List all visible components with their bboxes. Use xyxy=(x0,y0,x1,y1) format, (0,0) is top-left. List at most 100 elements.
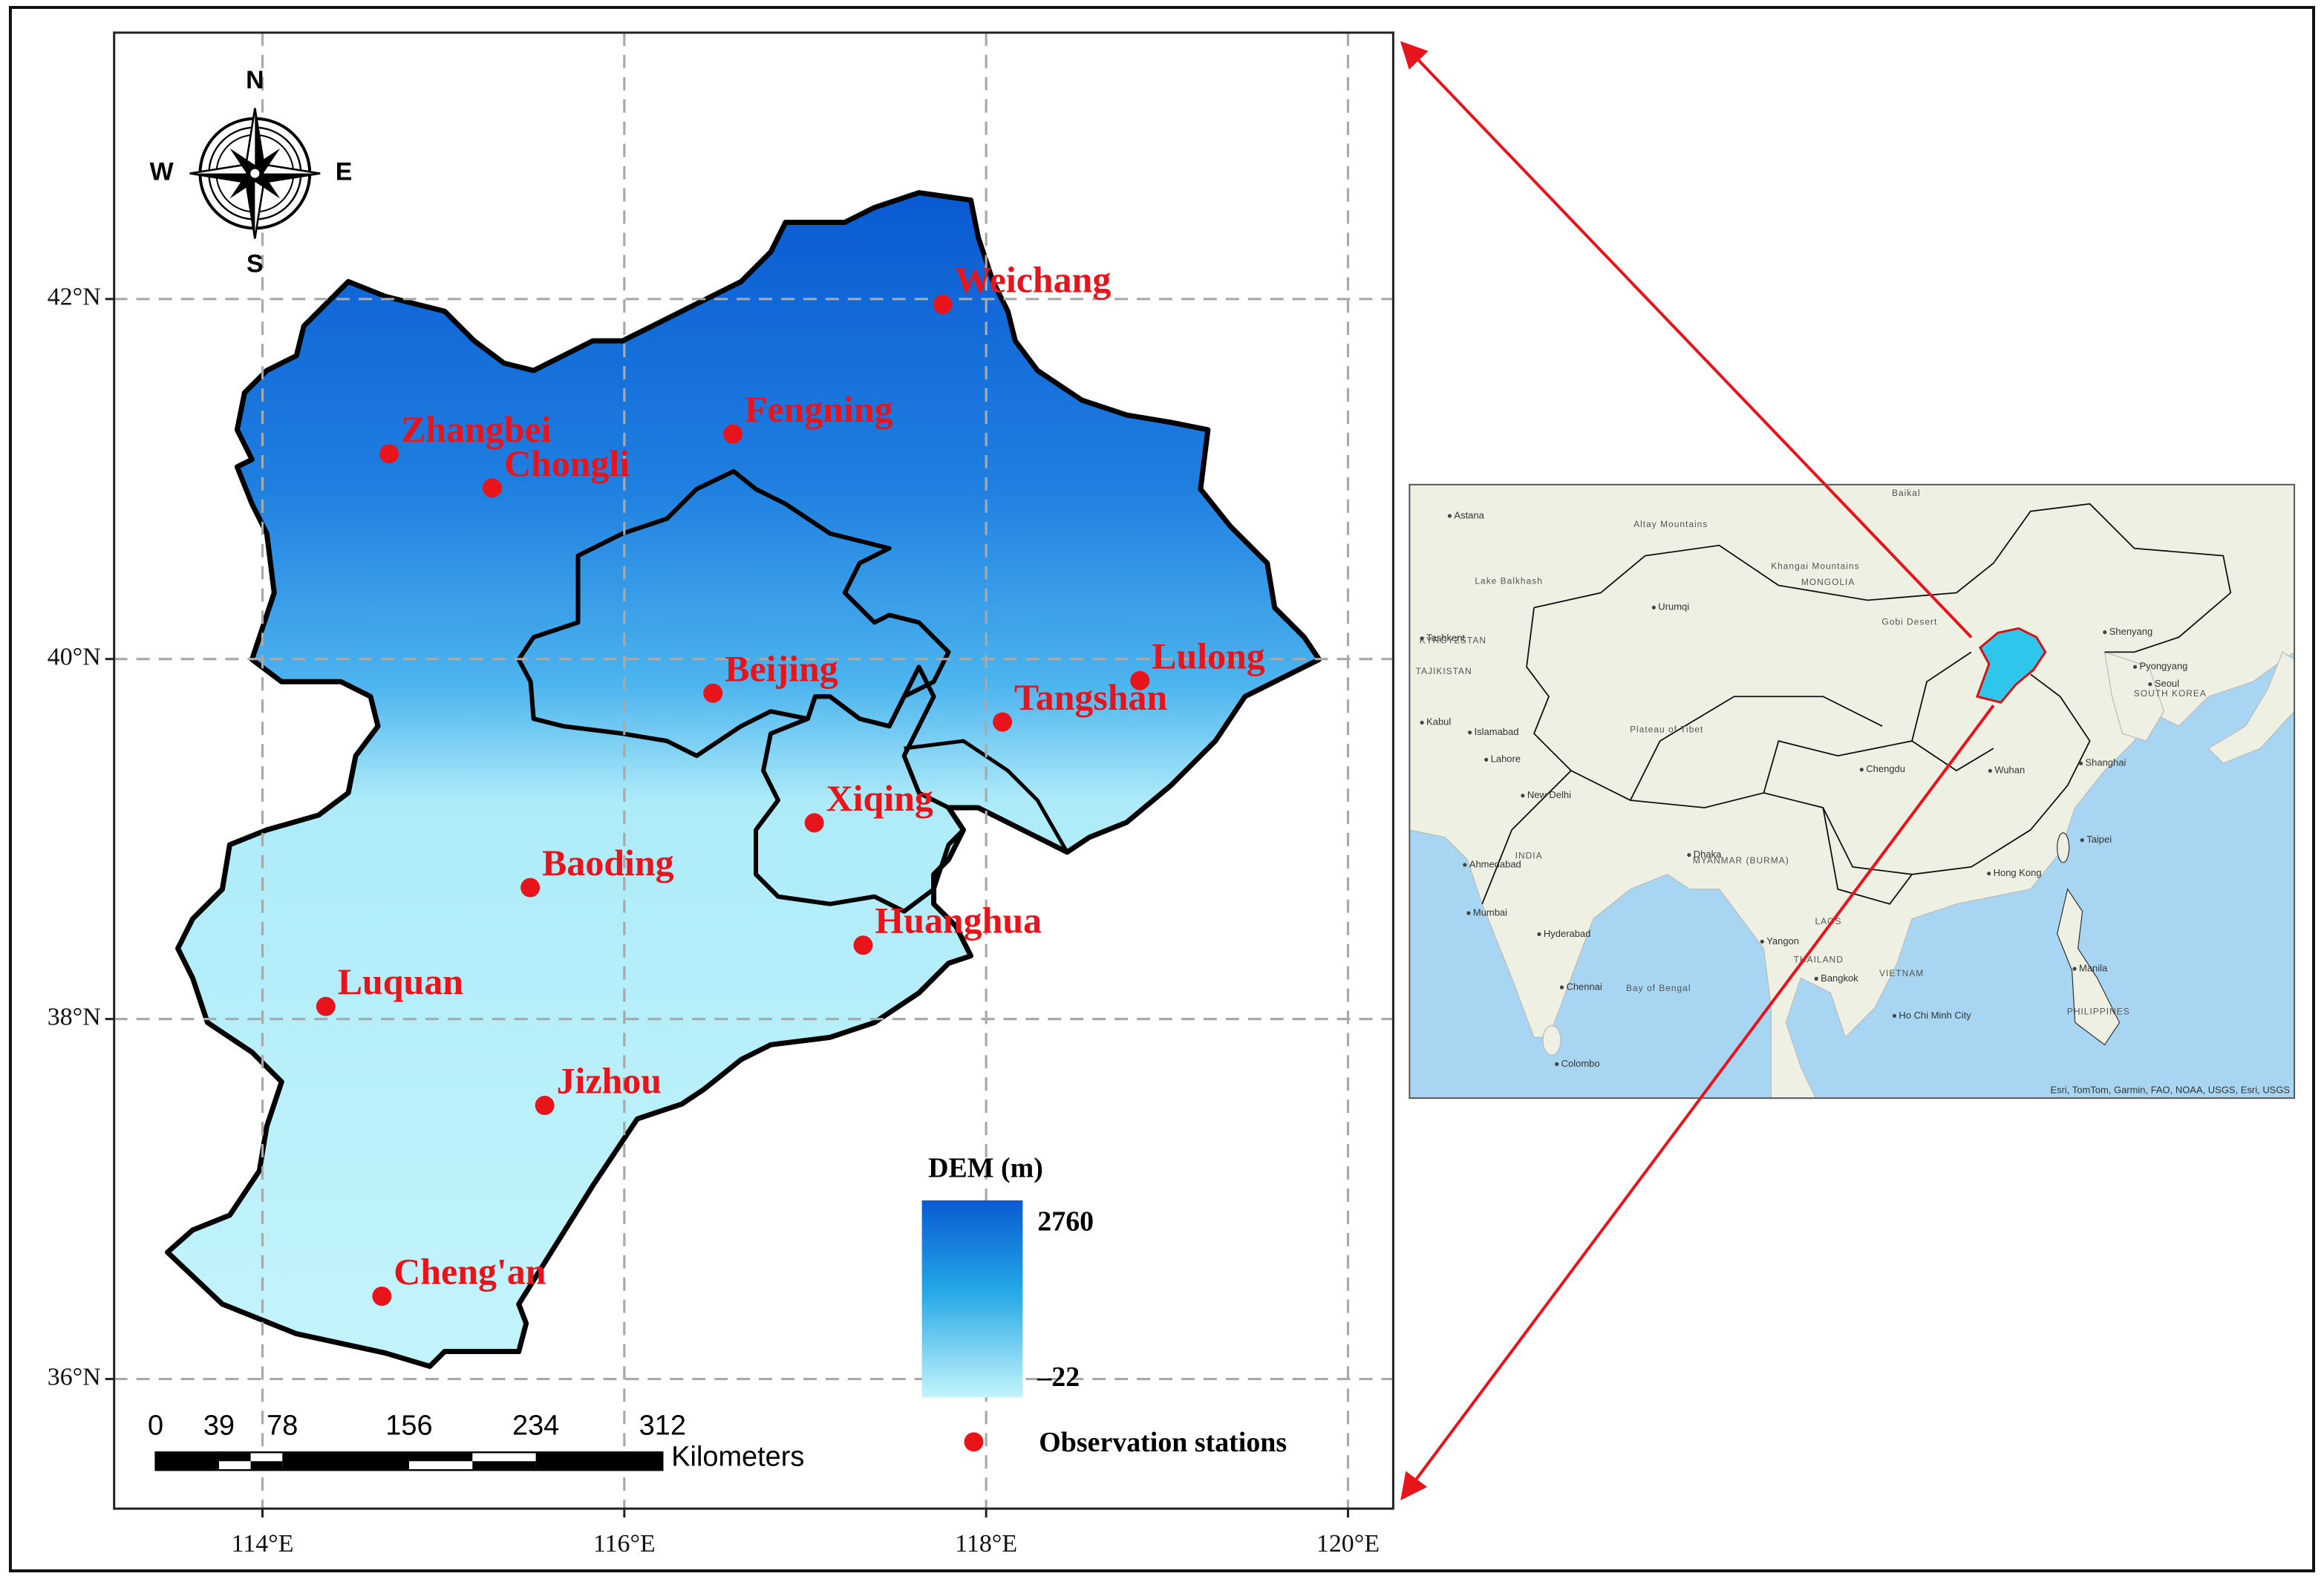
inset-city-label: Kabul xyxy=(1426,716,1451,728)
inset-region-label: Lake Balkhash xyxy=(1475,575,1542,586)
inset-city-dot xyxy=(1651,605,1656,609)
map-frame xyxy=(113,31,1394,1510)
inset-city-dot xyxy=(1468,730,1472,735)
scale-segment xyxy=(472,1461,536,1471)
compass-e: E xyxy=(336,158,353,186)
scale-segment xyxy=(408,1452,473,1462)
station-marker xyxy=(1130,670,1150,690)
lat-tick-label: 36°N xyxy=(48,1363,101,1390)
scale-unit: Kilometers xyxy=(671,1441,804,1472)
station-label: Xiqing xyxy=(826,778,933,819)
inset-city-label: Pyongyang xyxy=(2139,661,2187,672)
compass-n: N xyxy=(246,66,264,94)
inset-region-label: KYRGYZSTAN xyxy=(1420,635,1486,645)
pointer-line-bottom xyxy=(1400,705,1995,1501)
inset-city-label: Ahmedabad xyxy=(1469,858,1521,869)
inset-region-label: Plateau of Tibet xyxy=(1630,724,1703,734)
legend-station-label: Observation stations xyxy=(1039,1427,1287,1458)
station-marker xyxy=(520,877,541,898)
inset-city-label: Seoul xyxy=(2155,678,2179,689)
inset-city-dot xyxy=(1420,720,1424,725)
inset-city-dot xyxy=(1687,853,1691,857)
station-marker xyxy=(993,712,1013,732)
inset-city-dot xyxy=(1447,514,1452,518)
compass: N S E W xyxy=(150,66,353,278)
lon-tick-label: 118°E xyxy=(955,1530,1017,1558)
inset-city-dot xyxy=(1466,911,1471,915)
station-marker xyxy=(535,1096,555,1116)
inset-city-label: Astana xyxy=(1454,509,1484,520)
taiwan xyxy=(2057,832,2070,863)
inset-city-label: Colombo xyxy=(1561,1058,1600,1069)
inset-city-label: Manila xyxy=(2079,962,2108,973)
stations: Weichang Zhangbei Fengning Chongli Beijing Lu… xyxy=(316,260,1265,1307)
inset-region-label: PHILIPPINES xyxy=(2067,1007,2130,1017)
inset-city-label: Chengdu xyxy=(1866,763,1905,774)
inset-region-label: Baikal xyxy=(1892,488,1921,498)
station-label: Beijing xyxy=(725,648,838,689)
station-marker xyxy=(482,478,502,498)
korea xyxy=(2103,651,2165,742)
inset-region-label: INDIA xyxy=(1515,850,1543,860)
inset-city-label: New Delhi xyxy=(1527,789,1571,800)
inset-city-dot xyxy=(2148,682,2152,687)
inset-region-label: Khangai Mountains xyxy=(1771,560,1859,571)
inset-city-dot xyxy=(1484,757,1489,762)
inset-city-dot xyxy=(1859,768,1864,772)
compass-w: W xyxy=(150,158,174,186)
station-label: Weichang xyxy=(955,260,1112,301)
lat-tick-label: 38°N xyxy=(48,1003,101,1030)
inset-city-label: Yangon xyxy=(1766,935,1799,947)
station-marker xyxy=(853,935,873,955)
station-label: Baoding xyxy=(542,843,674,883)
inset-city-label: Shanghai xyxy=(2086,757,2126,768)
philippines xyxy=(2057,888,2121,1046)
station-label: Lulong xyxy=(1152,635,1265,676)
tangshan-boundary xyxy=(904,739,1069,854)
inset-region-label: Altay Mountains xyxy=(1633,519,1708,529)
colorbar-max: 2760 xyxy=(1037,1206,1094,1238)
colorbar-min: –22 xyxy=(1037,1362,1080,1393)
inset-region-label: VIETNAM xyxy=(1879,968,1924,978)
inset-city-dot xyxy=(1987,872,1991,876)
inset-region-label: Gobi Desert xyxy=(1881,616,1937,627)
inset-labels: Astana Urumqi Tashkent Kabul Islamabad Lahore… xyxy=(1416,488,2291,1096)
compass-s: S xyxy=(247,249,264,278)
inset-city-label: Hong Kong xyxy=(1994,867,2042,878)
country-borders xyxy=(1481,503,2232,905)
inset-region-label: Bay of Bengal xyxy=(1626,983,1691,993)
inset-city-label: Bangkok xyxy=(1821,973,1858,984)
legend: DEM (m) 2760 –22 Observation stations xyxy=(921,1153,1287,1458)
inset-region-label: MONGOLIA xyxy=(1801,577,1855,587)
scale-segment xyxy=(282,1452,409,1471)
japan xyxy=(2207,651,2295,764)
inset-region-label: MYANMAR (BURMA) xyxy=(1693,855,1789,866)
station-label: Cheng'an xyxy=(394,1252,546,1292)
inset-map: Astana Urumqi Tashkent Kabul Islamabad Lahore… xyxy=(1409,484,2295,1099)
inset-attribution: Esri, TomTom, Garmin, FAO, NOAA, USGS, E… xyxy=(2050,1085,2290,1096)
inset-city-label: Hyderabad xyxy=(1544,928,1590,939)
tianjin-boundary xyxy=(754,664,966,914)
station-label: Zhangbei xyxy=(401,409,552,450)
lon-tick-label: 114°E xyxy=(232,1530,294,1558)
inset-city-label: Tashkent xyxy=(1426,632,1465,643)
scale-tick-label: 0 xyxy=(148,1410,163,1441)
inset-city-dot xyxy=(2132,664,2138,669)
inset-city-dot xyxy=(1814,976,1818,981)
inset-city-label: Islamabad xyxy=(1475,726,1519,737)
station-label: Huanghua xyxy=(875,901,1042,941)
scale-tick-label: 156 xyxy=(385,1410,432,1441)
inset-city-label: Chennai xyxy=(1566,981,1602,992)
scale-tick-label: 312 xyxy=(639,1410,686,1441)
lon-tick-label: 116°E xyxy=(593,1530,656,1558)
inset-city-dot xyxy=(1463,863,1467,867)
station-marker xyxy=(723,424,743,444)
inset-city-dot xyxy=(2103,630,2107,635)
grid: 114°E 116°E 118°E 120°E 36°N 38°N 40°N 42°N xyxy=(48,32,1394,1558)
inset-frame xyxy=(1409,483,2296,1099)
hebei-highlight xyxy=(1975,627,2047,704)
inset-city-dot xyxy=(1537,932,1541,936)
station-marker xyxy=(703,683,723,703)
station-label: Chongli xyxy=(504,443,630,484)
